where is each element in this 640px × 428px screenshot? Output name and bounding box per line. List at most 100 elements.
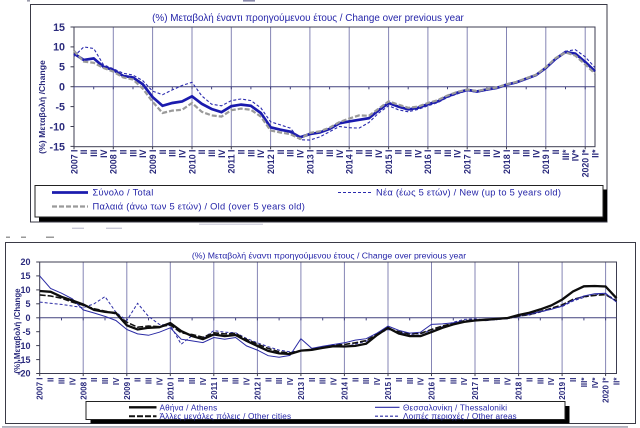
svg-text:IV: IV bbox=[413, 149, 423, 157]
svg-text:III: III bbox=[58, 378, 67, 385]
svg-text:II: II bbox=[47, 378, 56, 382]
svg-text:2014 I: 2014 I bbox=[345, 150, 355, 174]
svg-text:2007 I: 2007 I bbox=[36, 378, 45, 400]
svg-text:IV: IV bbox=[243, 377, 252, 385]
svg-text:III: III bbox=[246, 149, 256, 156]
svg-text:II*: II* bbox=[590, 149, 600, 158]
svg-text:IV: IV bbox=[156, 377, 165, 385]
svg-text:III: III bbox=[404, 150, 414, 157]
svg-text:II: II bbox=[482, 378, 491, 382]
svg-text:2010 I: 2010 I bbox=[187, 150, 197, 174]
svg-text:IV: IV bbox=[453, 149, 463, 157]
svg-text:II*: II* bbox=[613, 377, 622, 385]
svg-text:IV: IV bbox=[531, 149, 541, 157]
svg-text:II: II bbox=[119, 150, 129, 155]
svg-text:II: II bbox=[79, 150, 89, 155]
svg-text:III: III bbox=[232, 378, 241, 385]
svg-text:2019 I: 2019 I bbox=[558, 378, 567, 400]
svg-text:II: II bbox=[221, 378, 230, 382]
svg-text:2015 I: 2015 I bbox=[384, 378, 393, 400]
svg-text:2019 I: 2019 I bbox=[541, 150, 551, 174]
svg-text:Αθήνα / Athens: Αθήνα / Athens bbox=[160, 403, 218, 412]
svg-text:10: 10 bbox=[53, 42, 65, 54]
svg-text:III: III bbox=[286, 150, 296, 157]
svg-text:II: II bbox=[158, 150, 168, 155]
svg-text:2020 I*: 2020 I* bbox=[581, 149, 591, 177]
svg-text:-5: -5 bbox=[55, 102, 65, 114]
svg-text:IV: IV bbox=[138, 149, 148, 157]
svg-text:IV: IV bbox=[417, 377, 426, 385]
svg-text:II: II bbox=[264, 378, 273, 382]
svg-text:IV: IV bbox=[373, 377, 382, 385]
svg-text:15: 15 bbox=[53, 22, 65, 34]
svg-text:Θεσσαλονίκη / Thessaloniki: Θεσσαλονίκη / Thessaloniki bbox=[403, 403, 507, 412]
svg-text:2015 I: 2015 I bbox=[384, 150, 394, 174]
svg-text:(%) Μεταβολή έναντι προηγούμεν: (%) Μεταβολή έναντι προηγούμενου έτους /… bbox=[152, 13, 464, 24]
svg-text:III: III bbox=[188, 378, 197, 385]
svg-text:2017 I: 2017 I bbox=[471, 378, 480, 400]
svg-text:2007 I: 2007 I bbox=[69, 150, 79, 174]
svg-text:-20: -20 bbox=[17, 369, 30, 379]
svg-text:0: 0 bbox=[59, 82, 65, 94]
svg-text:IV: IV bbox=[504, 377, 513, 385]
svg-text:III*: III* bbox=[580, 377, 589, 388]
svg-text:IV: IV bbox=[295, 149, 305, 157]
svg-text:II: II bbox=[308, 378, 317, 382]
svg-text:IV: IV bbox=[286, 377, 295, 385]
svg-text:Νέα (έως 5 ετών) / New (up to: Νέα (έως 5 ετών) / New (up to 5 years ol… bbox=[376, 188, 561, 198]
svg-text:IV: IV bbox=[460, 377, 469, 385]
svg-text:Λοιπές περιοχές / Other areas: Λοιπές περιοχές / Other areas bbox=[403, 412, 517, 421]
svg-text:II: II bbox=[526, 378, 535, 382]
svg-text:III: III bbox=[536, 378, 545, 385]
svg-text:-5: -5 bbox=[22, 327, 30, 337]
svg-text:III: III bbox=[364, 150, 374, 157]
svg-text:III: III bbox=[128, 150, 138, 157]
svg-text:2011 I: 2011 I bbox=[227, 150, 237, 174]
svg-text:-15: -15 bbox=[50, 141, 66, 153]
svg-text:Άλλες μεγάλες πόλεις / Other c: Άλλες μεγάλες πόλεις / Other cities bbox=[160, 412, 292, 421]
svg-text:Παλαιά (άνω των 5 ετών) / Old: Παλαιά (άνω των 5 ετών) / Old (over 5 ye… bbox=[93, 202, 306, 212]
svg-text:III: III bbox=[493, 378, 502, 385]
svg-text:IV: IV bbox=[178, 149, 188, 157]
svg-text:IV: IV bbox=[256, 149, 266, 157]
svg-text:II: II bbox=[394, 150, 404, 155]
svg-text:II: II bbox=[315, 150, 325, 155]
svg-text:III: III bbox=[449, 378, 458, 385]
svg-text:Σύνολο / Total: Σύνολο / Total bbox=[93, 188, 154, 198]
svg-text:IV: IV bbox=[199, 377, 208, 385]
svg-text:IV*: IV* bbox=[571, 149, 581, 161]
svg-text:15: 15 bbox=[20, 271, 30, 281]
svg-text:2013 I: 2013 I bbox=[297, 378, 306, 400]
svg-text:III: III bbox=[443, 150, 453, 157]
svg-text:2018 I: 2018 I bbox=[502, 150, 512, 174]
svg-text:III: III bbox=[319, 378, 328, 385]
svg-text:2008 I: 2008 I bbox=[109, 150, 119, 174]
svg-text:IV: IV bbox=[335, 149, 345, 157]
svg-text:2013 I: 2013 I bbox=[305, 150, 315, 174]
svg-text:II: II bbox=[197, 150, 207, 155]
svg-text:IV: IV bbox=[374, 149, 384, 157]
svg-text:2014 I: 2014 I bbox=[341, 378, 350, 400]
svg-text:2020 I*: 2020 I* bbox=[602, 377, 611, 403]
svg-text:2018 I: 2018 I bbox=[515, 378, 524, 400]
svg-text:II: II bbox=[512, 150, 522, 155]
svg-text:III: III bbox=[406, 378, 415, 385]
svg-text:II: II bbox=[551, 150, 561, 155]
svg-text:II: II bbox=[395, 378, 404, 382]
svg-text:IV: IV bbox=[217, 149, 227, 157]
svg-text:III: III bbox=[275, 378, 284, 385]
svg-text:II: II bbox=[472, 150, 482, 155]
svg-text:III*: III* bbox=[561, 149, 571, 160]
svg-text:II: II bbox=[569, 378, 578, 382]
svg-text:IV: IV bbox=[492, 149, 502, 157]
svg-text:II: II bbox=[90, 378, 99, 382]
svg-text:2017 I: 2017 I bbox=[463, 150, 473, 174]
svg-text:III: III bbox=[89, 150, 99, 157]
svg-text:2008 I: 2008 I bbox=[79, 378, 88, 400]
svg-text:III: III bbox=[207, 150, 217, 157]
svg-text:IV: IV bbox=[99, 149, 109, 157]
svg-text:(%) Μεταβολή έναντι προηγούμεν: (%) Μεταβολή έναντι προηγούμενου έτους /… bbox=[192, 251, 466, 261]
svg-text:(%) Μεταβολή /Change: (%) Μεταβολή /Change bbox=[37, 60, 47, 154]
svg-text:II: II bbox=[433, 150, 443, 155]
svg-text:-15: -15 bbox=[17, 355, 30, 365]
